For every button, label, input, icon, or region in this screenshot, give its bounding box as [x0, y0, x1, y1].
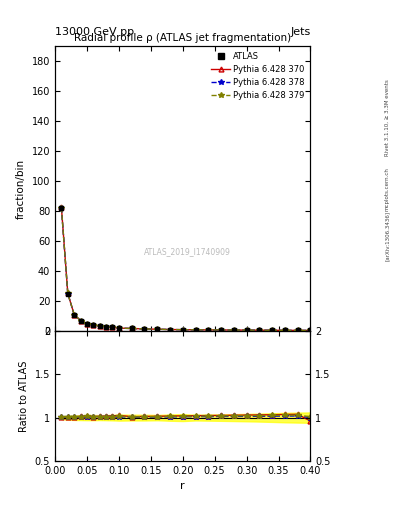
Text: Rivet 3.1.10, ≥ 3.3M events: Rivet 3.1.10, ≥ 3.3M events: [385, 79, 389, 156]
Text: ATLAS_2019_I1740909: ATLAS_2019_I1740909: [144, 247, 231, 256]
Text: mcplots.cern.ch: mcplots.cern.ch: [385, 167, 389, 211]
Y-axis label: Ratio to ATLAS: Ratio to ATLAS: [19, 360, 29, 432]
Legend: ATLAS, Pythia 6.428 370, Pythia 6.428 378, Pythia 6.428 379: ATLAS, Pythia 6.428 370, Pythia 6.428 37…: [208, 49, 308, 104]
Text: 13000 GeV pp: 13000 GeV pp: [55, 27, 134, 37]
Text: [arXiv:1306.3436]: [arXiv:1306.3436]: [385, 210, 389, 261]
Y-axis label: fraction/bin: fraction/bin: [16, 159, 26, 219]
Text: Jets: Jets: [290, 27, 310, 37]
X-axis label: r: r: [180, 481, 185, 491]
Title: Radial profile ρ (ATLAS jet fragmentation): Radial profile ρ (ATLAS jet fragmentatio…: [74, 33, 291, 42]
